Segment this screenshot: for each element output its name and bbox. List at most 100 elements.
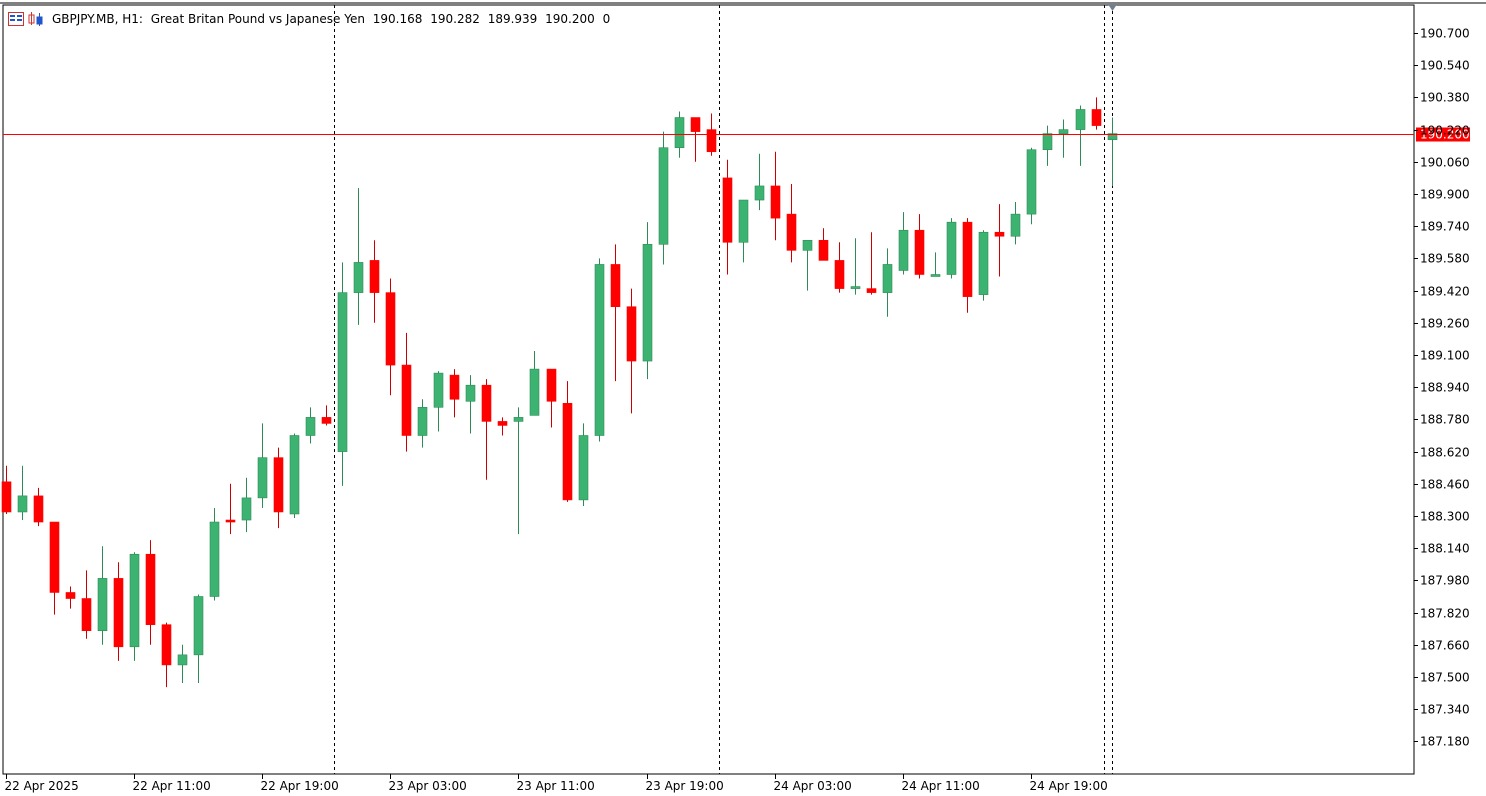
- candle: [1091, 97, 1102, 130]
- candle: [225, 483, 236, 535]
- candle-body: [578, 435, 589, 501]
- candle: [289, 433, 300, 519]
- candle-body: [193, 596, 204, 656]
- time-axis[interactable]: 22 Apr 2025 22 Apr 11:00 22 Apr 19:00 23 Ap…: [5, 774, 1108, 793]
- candle: [802, 239, 813, 291]
- x-tick-label: 23 Apr 03:00: [389, 779, 467, 793]
- candle: [401, 332, 412, 452]
- current-bar-marker: [1108, 5, 1117, 11]
- x-tick-label: 22 Apr 11:00: [133, 779, 211, 793]
- candle-body: [497, 421, 508, 426]
- candle-body: [273, 457, 284, 513]
- candle: [1107, 117, 1118, 186]
- candle-body: [33, 495, 44, 523]
- candle-body: [145, 553, 156, 625]
- y-tick-label: 187.180: [1420, 735, 1470, 749]
- chart-window-icon[interactable]: [8, 12, 24, 26]
- tick-volume: 0: [602, 12, 611, 26]
- candle-body: [962, 221, 973, 297]
- symbol-description: Great Britan Pound vs Japanese Yen: [150, 12, 365, 26]
- candle: [1010, 202, 1021, 245]
- candle: [738, 199, 749, 263]
- candle-body: [513, 417, 524, 422]
- candle: [241, 477, 252, 533]
- ohlc-high: 190.282: [430, 12, 480, 26]
- candle: [962, 218, 973, 313]
- candle-body: [321, 417, 332, 424]
- price-line-group: 190.200: [3, 127, 1470, 142]
- current-price-label: 190.200: [1420, 128, 1470, 142]
- candle-body: [65, 592, 76, 599]
- candle: [321, 405, 332, 426]
- candle: [513, 407, 524, 535]
- candle: [33, 487, 44, 527]
- candle-body: [546, 368, 557, 402]
- candle: [626, 288, 637, 414]
- candle-body: [1, 481, 12, 513]
- candle: [369, 240, 380, 323]
- y-tick-label: 190.060: [1420, 156, 1470, 170]
- y-tick-label: 187.340: [1420, 703, 1470, 717]
- candle: [177, 644, 188, 684]
- candle-body: [305, 417, 316, 436]
- x-tick-label: 24 Apr 03:00: [774, 779, 852, 793]
- candle-body: [706, 129, 717, 153]
- y-tick-label: 188.940: [1420, 381, 1470, 395]
- candle: [1058, 119, 1069, 158]
- candle: [898, 212, 909, 275]
- candle: [81, 570, 92, 639]
- candle: [834, 242, 845, 293]
- candle-body: [161, 624, 172, 666]
- plot-area[interactable]: [2, 4, 1415, 775]
- symbol-timeframe: GBPJPY.MB, H1:: [52, 12, 143, 26]
- candle-body: [369, 260, 380, 293]
- candle: [481, 379, 492, 480]
- y-tick-label: 190.220: [1420, 124, 1470, 138]
- candle: [385, 278, 396, 396]
- candle-body: [353, 262, 364, 293]
- candle: [497, 417, 508, 436]
- candle: [417, 399, 428, 448]
- y-tick-label: 188.300: [1420, 510, 1470, 524]
- candle: [465, 375, 476, 434]
- candle: [578, 423, 589, 506]
- price-axis[interactable]: 190.700 190.540 190.380 190.220 190.060 189.9…: [1414, 27, 1470, 749]
- candle-body: [1042, 133, 1053, 151]
- candle: [594, 258, 605, 442]
- candle-body: [1091, 109, 1102, 126]
- y-tick-label: 187.980: [1420, 574, 1470, 588]
- x-tick-label: 22 Apr 2025: [5, 779, 79, 793]
- candle-body: [1075, 109, 1086, 130]
- y-tick-label: 189.260: [1420, 317, 1470, 331]
- candle-body: [433, 372, 444, 408]
- candle-body: [1107, 133, 1118, 140]
- candle: [97, 546, 108, 645]
- candle-body: [385, 292, 396, 366]
- candle-body: [49, 521, 60, 593]
- candle-body: [610, 264, 621, 308]
- y-tick-label: 189.900: [1420, 188, 1470, 202]
- candle: [257, 423, 268, 508]
- candle-body: [866, 288, 877, 293]
- x-tick-label: 23 Apr 11:00: [517, 779, 595, 793]
- candle: [529, 350, 540, 416]
- ohlc-close: 190.200: [545, 12, 595, 26]
- y-tick-label: 189.580: [1420, 252, 1470, 266]
- candle: [353, 187, 364, 325]
- header-text: GBPJPY.MB, H1: Great Britan Pound vs Jap…: [52, 12, 614, 26]
- candle: [1, 465, 12, 514]
- candle: [113, 562, 124, 661]
- y-tick-label: 190.380: [1420, 91, 1470, 105]
- x-tick-label: 24 Apr 19:00: [1030, 779, 1108, 793]
- candle-body: [81, 598, 92, 632]
- x-tick-label: 22 Apr 19:00: [261, 779, 339, 793]
- candle: [930, 252, 941, 277]
- candle: [546, 368, 557, 428]
- candle-body: [562, 402, 573, 501]
- candles-icon[interactable]: [28, 12, 44, 26]
- candle-body: [882, 264, 893, 293]
- candle: [49, 521, 60, 615]
- y-tick-label: 190.700: [1420, 27, 1470, 41]
